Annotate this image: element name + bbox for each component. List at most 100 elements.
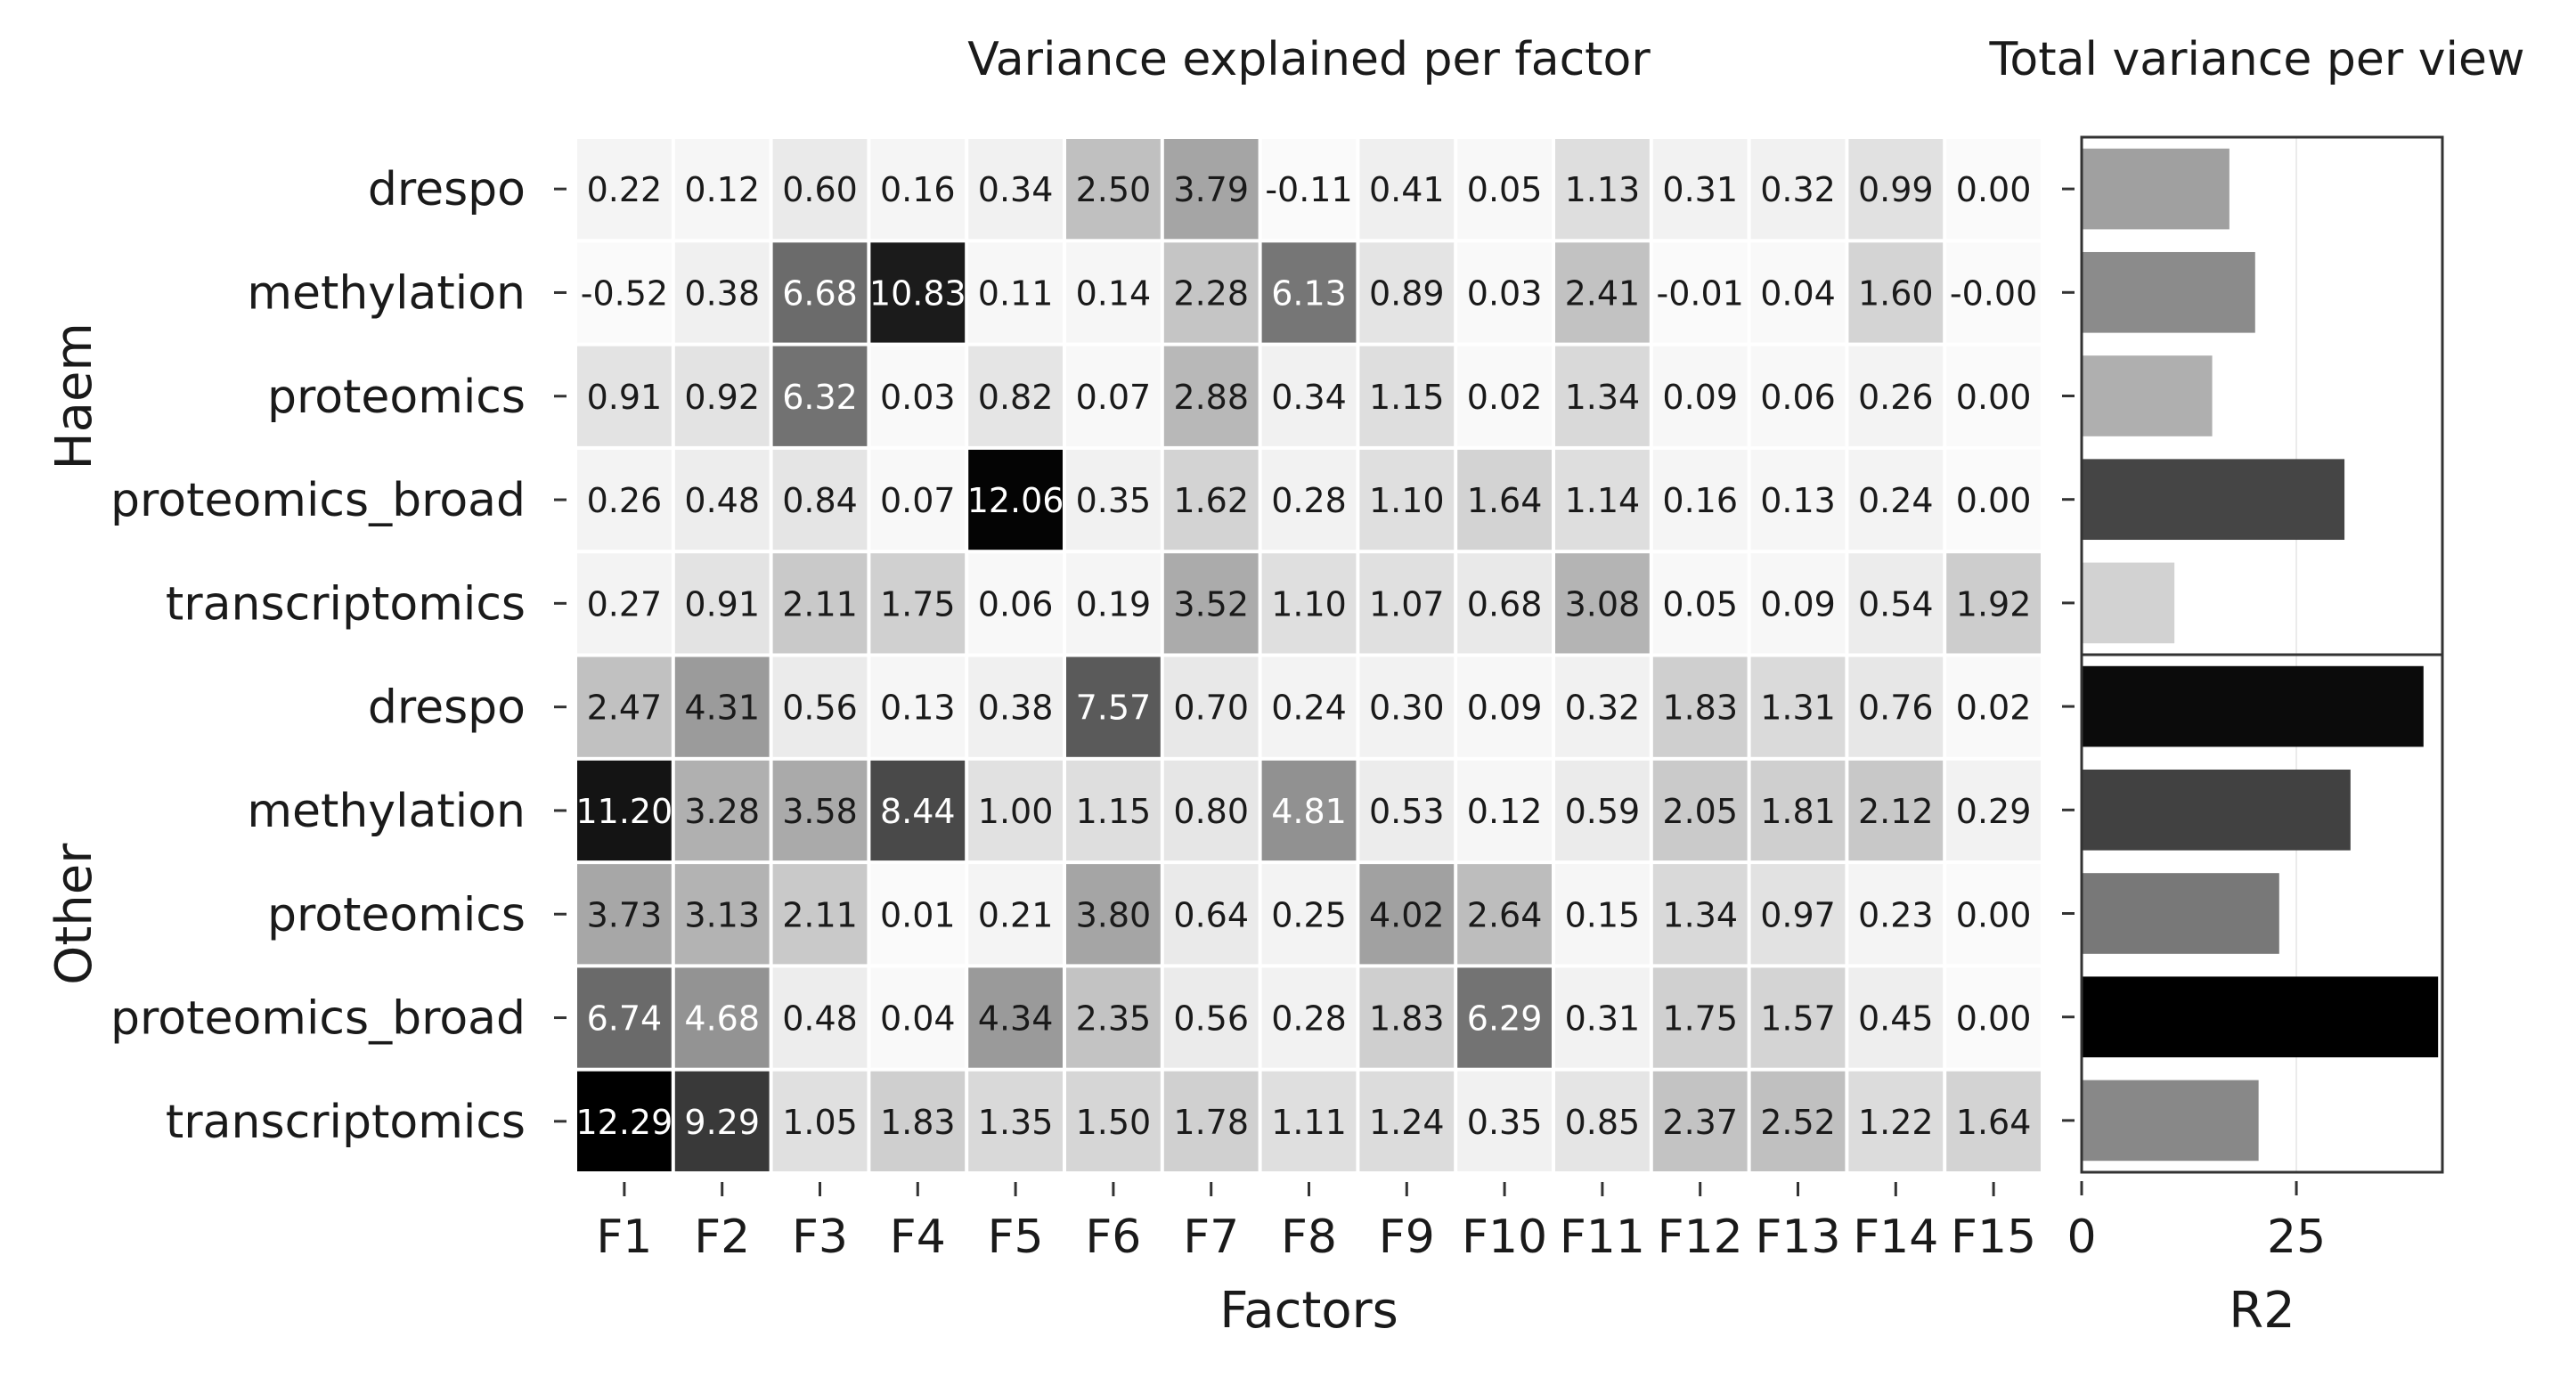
heatmap-cell	[968, 967, 1063, 1068]
cell-value-label: 0.00	[1956, 999, 2032, 1039]
x-tick-label: 25	[2267, 1211, 2326, 1264]
cell-value-label: 0.12	[684, 170, 760, 209]
heatmap-cell	[1457, 656, 1552, 757]
heatmap-cell	[1946, 449, 2041, 550]
heatmap-cell	[1946, 346, 2041, 446]
cell-value-label: 0.05	[1467, 170, 1543, 209]
cell-value-label: 1.22	[1858, 1103, 1934, 1142]
cell-value-label: 0.34	[978, 170, 1054, 209]
cell-value-label: 0.48	[782, 999, 858, 1039]
heatmap-cell	[1359, 864, 1455, 965]
heatmap-cell	[772, 760, 868, 861]
cell-value-label: 12.06	[967, 481, 1064, 520]
cell-value-label: 0.28	[1271, 481, 1347, 520]
cell-value-label: 2.11	[782, 895, 858, 934]
heatmap-cell	[1750, 139, 1846, 240]
heatmap-cell	[1750, 967, 1846, 1068]
cell-value-label: 2.28	[1173, 273, 1249, 313]
heatmap-title: Variance explained per factor	[967, 33, 1651, 86]
heatmap-cell	[1457, 760, 1552, 861]
column-label: F11	[1560, 1211, 1645, 1264]
row-label: transcriptomics	[166, 577, 526, 631]
column-label: F9	[1379, 1211, 1435, 1264]
cell-value-label: 3.58	[782, 792, 858, 831]
cell-value-label: 1.83	[1662, 689, 1738, 728]
cell-value-label: 0.02	[1467, 378, 1543, 417]
cell-value-label: 1.34	[1565, 378, 1641, 417]
row-label: drespo	[368, 163, 526, 216]
cell-value-label: 0.99	[1858, 170, 1934, 209]
cell-value-label: 0.09	[1662, 378, 1738, 417]
cell-value-label: 0.76	[1858, 689, 1934, 728]
heatmap-cell	[1359, 967, 1455, 1068]
cell-value-label: 0.00	[1956, 895, 2032, 934]
heatmap-cell	[577, 346, 672, 446]
cell-value-label: 3.08	[1565, 584, 1641, 624]
heatmap-cell	[772, 967, 868, 1068]
heatmap-cell	[577, 242, 672, 343]
heatmap-cell	[1946, 242, 2041, 343]
heatmap-cell	[1652, 346, 1748, 446]
bar	[2082, 562, 2175, 644]
cell-value-label: 0.85	[1565, 1103, 1641, 1142]
cell-value-label: 1.50	[1076, 1103, 1152, 1142]
heatmap-cell	[968, 656, 1063, 757]
cell-value-label: 0.48	[684, 481, 760, 520]
heatmap-cell	[1457, 242, 1552, 343]
row-label: proteomics_broad	[110, 474, 526, 527]
bar	[2082, 769, 2351, 851]
column-label: F12	[1658, 1211, 1743, 1264]
heatmap-cell	[1555, 967, 1650, 1068]
heatmap-cell	[1555, 864, 1650, 965]
cell-value-label: 0.56	[782, 689, 858, 728]
heatmap-cell	[1555, 656, 1650, 757]
heatmap-cell	[870, 656, 966, 757]
heatmap-cell	[1848, 139, 1944, 240]
cell-value-label: 1.75	[880, 584, 956, 624]
cell-value-label: 3.73	[587, 895, 663, 934]
heatmap-cell	[1555, 1071, 1650, 1171]
cell-value-label: -0.01	[1657, 273, 1744, 313]
heatmap-cell	[870, 449, 966, 550]
cell-value-label: 1.14	[1565, 481, 1641, 520]
x-axis-label: Factors	[1219, 1282, 1398, 1340]
heatmap-cell	[577, 760, 672, 861]
heatmap-cell	[1750, 553, 1846, 654]
heatmap-cell	[1261, 139, 1357, 240]
cell-value-label: 1.07	[1369, 584, 1445, 624]
cell-value-label: 1.64	[1956, 1103, 2032, 1142]
heatmap-cell	[772, 346, 868, 446]
heatmap-cell	[1163, 656, 1259, 757]
heatmap-cell	[1848, 967, 1944, 1068]
cell-value-label: 1.10	[1369, 481, 1445, 520]
heatmap-cell	[772, 139, 868, 240]
cell-value-label: 0.56	[1173, 999, 1249, 1039]
heatmap-cell	[674, 553, 770, 654]
heatmap-cell	[870, 553, 966, 654]
cell-value-label: 6.29	[1467, 999, 1543, 1039]
heatmap-cell	[1359, 242, 1455, 343]
cell-value-label: 1.15	[1369, 378, 1445, 417]
heatmap-cell	[674, 967, 770, 1068]
cell-value-label: 0.02	[1956, 689, 2032, 728]
heatmap-cell	[1848, 760, 1944, 861]
heatmap-cell	[1163, 242, 1259, 343]
heatmap-cell	[1163, 864, 1259, 965]
cell-value-label: 4.34	[978, 999, 1054, 1039]
heatmap-cell	[870, 139, 966, 240]
cell-value-label: 1.57	[1760, 999, 1836, 1039]
cell-value-label: 0.32	[1565, 689, 1641, 728]
heatmap-cell	[1555, 346, 1650, 446]
heatmap-cell	[1359, 139, 1455, 240]
heatmap-cell	[577, 449, 672, 550]
cell-value-label: 0.29	[1956, 792, 2032, 831]
heatmap-cell	[1750, 656, 1846, 757]
heatmap-cell	[674, 656, 770, 757]
cell-value-label: 0.34	[1271, 378, 1347, 417]
bar	[2082, 665, 2424, 747]
heatmap-cell	[1163, 967, 1259, 1068]
cell-value-label: 1.31	[1760, 689, 1836, 728]
cell-value-label: 0.53	[1369, 792, 1445, 831]
cell-value-label: 0.03	[1467, 273, 1543, 313]
x-tick-label: 0	[2067, 1211, 2096, 1264]
